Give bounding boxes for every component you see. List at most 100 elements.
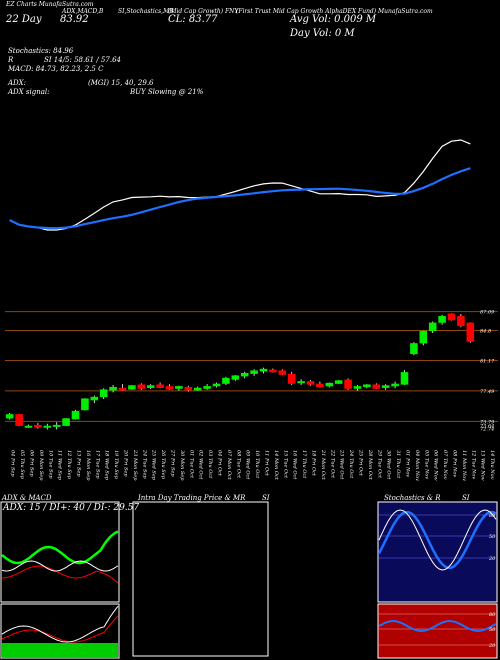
y-tick-label: 72.74 [480,427,494,433]
date-label: 11 Wed Sep [57,450,63,481]
candle-body [137,384,146,389]
candle-body [438,316,446,323]
candle-body [99,389,108,398]
candle-body [372,384,381,389]
adx-readout: ADX: 15 / DI+: 40 / DI-: 29.57 [3,503,140,513]
date-label: 18 Fri Oct [311,450,317,477]
date-label: 12 Tue Nov [470,450,476,479]
r-label: R [8,56,14,64]
date-label: 22 Tue Oct [329,449,335,479]
candle-body [90,396,99,401]
candle-body [363,384,371,388]
y-tick-label: 84.8 [480,329,491,335]
date-label: 08 Fri Nov [452,450,458,477]
date-label: 09 Mon Sep [38,450,44,481]
header-day-vol: Day Vol: 0 M [290,28,355,39]
header-avg-vol: Avg Vol: 0.009 M [290,14,377,25]
date-label: 13 Fri Sep [76,450,82,477]
intraday-panel-frame [132,501,269,657]
macd-histogram [2,643,118,657]
candle-body [222,377,230,384]
date-label: 06 Wed Nov [433,450,439,481]
candle-body [71,410,80,420]
adx-label: ADX: [8,79,27,87]
candle-body [212,383,221,387]
date-label: 30 Mon Sep [179,450,185,481]
candle-body [175,386,183,389]
date-label: 25 Wed Sep [151,449,157,481]
candle-body [34,424,42,428]
stoch-panel-frame [377,501,498,603]
candle-body [381,385,390,388]
date-label: 09 Wed Oct [245,450,251,480]
date-label: 10 Thu Oct [254,450,260,479]
header-close: CL: 83.77 [168,14,218,25]
header-title: (First Trust Mid Cap Growth AlphaDEX Fun… [236,8,433,15]
date-label: 07 Thu Nov [442,450,448,480]
candle-body [109,386,117,391]
candle-body [400,372,409,385]
date-label: 30 Wed Oct [386,450,392,480]
candle-body [297,381,305,384]
date-label: 01 Fri Nov [405,450,411,477]
candle-body [353,386,362,389]
candle-body [62,418,70,426]
y-tick-label: 77.49 [480,389,495,395]
date-label: 19 Thu Sep [113,450,119,480]
date-label: 14 Mon Oct [273,450,279,481]
date-label: 12 Thu Sep [66,450,72,480]
candle-body [240,372,249,377]
candle-body [24,425,33,428]
candle-body [146,385,155,388]
candle-body [81,398,89,411]
header-open: 83.92 [60,14,89,25]
date-label: 16 Mon Sep [85,450,91,481]
stoch-k-line [378,509,497,571]
stochastics-readout: Stochastics: 84.96 [8,47,74,55]
candle-body [466,322,475,342]
date-label: 02 Wed Oct [198,450,204,480]
date-label: 10 Tue Sep [47,450,53,479]
y-tick-label: 81.17 [480,358,495,364]
candle-body [5,414,14,419]
macd-readout: MACD: 84.73, 82.23, 2.5 C [8,65,104,73]
candle-body [231,375,240,380]
date-label: 11 Fri Oct [264,450,270,477]
date-label: 24 Thu Oct [348,449,354,479]
header-date: 22 Day [6,14,42,25]
date-label: 28 Mon Oct [367,449,373,481]
stoch-tick: 50 [489,534,496,540]
date-label: 24 Tue Sep [141,449,147,479]
candle-body [269,369,277,373]
y-tick-label: 73.64 [480,423,494,429]
macd-line [1,605,119,643]
date-label: 04 Fri Oct [217,450,223,477]
candle-body [457,316,465,327]
date-label: 23 Mon Sep [132,449,138,481]
date-label: 01 Tue Oct [188,450,194,479]
moving-average-line [9,139,471,231]
candle-body [391,383,399,387]
mgi-readout: (MGI) 15, 40, 29.6 [88,79,154,87]
rsi-tick: 20 [488,643,496,649]
date-label: 04 Mon Nov [414,450,420,481]
date-label: 21 Mon Oct [320,449,326,481]
y-tick-label: 73.79 [480,419,495,425]
date-label: 05 Thu Sep [19,450,25,480]
header-chart-codes: ADX,MACD,B [62,8,104,15]
candle-body [250,370,258,374]
candle-body [15,414,23,426]
candle-body [447,313,456,321]
adx-di-plus-line [1,530,119,565]
candle-body [118,387,127,391]
date-label: 03 Thu Oct [207,450,213,479]
date-label: 13 Wed Nov [480,450,486,481]
buy-signal: BUY Slowing @ 21% [130,88,204,96]
candle-body [193,387,202,391]
adx-line [1,560,119,572]
stoch-tick: 20 [488,556,496,562]
candle-body [334,380,343,384]
date-label: 14 Thu Nov [489,450,495,480]
intraday-panel-title: Intra Day Trading Price & MR [138,494,246,502]
